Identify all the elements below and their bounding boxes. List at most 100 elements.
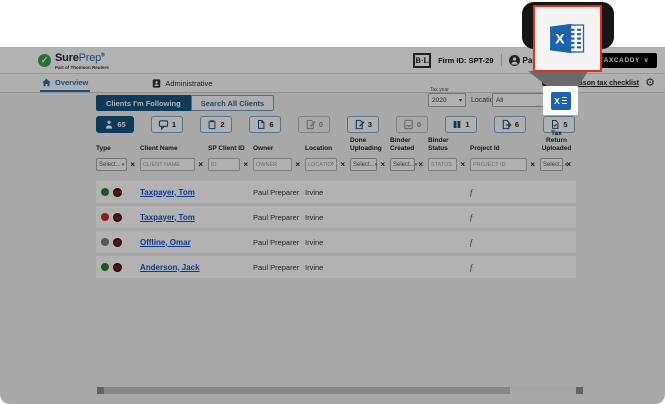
main-content: Clients I'm Following Search All Clients… [0,87,665,404]
scroll-left-arrow[interactable] [97,387,104,394]
table-header-row: Type Client Name SP Client ID Owner Loca… [96,130,576,153]
sureprep-check-icon: ✓ [38,53,51,67]
column-header: Binder Status [428,137,449,153]
document-edit-icon [306,119,316,130]
table-row[interactable]: Anderson, Jack Paul Preparer Irvine f [96,256,576,278]
status-dot [101,188,109,196]
client-name-filter-input[interactable] [140,158,196,171]
client-name-link[interactable]: Offline, Omar [140,237,191,247]
location-filter-input[interactable] [305,158,338,171]
binder-created-filter-select[interactable]: Select... [390,158,416,171]
tax-return-filter-select[interactable]: Select... [540,158,565,171]
horizontal-scrollbar[interactable] [97,387,583,394]
clients-person-icon [106,120,113,129]
owner-cell: Paul Preparer [253,237,300,247]
column-header: Tax Return Uploaded [541,129,572,153]
client-type-icon [113,212,122,222]
client-type-icon [113,237,122,247]
client-type-icon [113,187,122,197]
binder-icon [454,121,461,128]
client-table-body: Taxpayer, Tom Paul Preparer Irvine f Tax… [96,181,576,281]
project-id-cell: f [470,262,473,272]
brand-name: SurePrep® [55,52,105,65]
document-edit-icon [355,119,365,130]
document-check-icon [552,120,559,129]
settings-gear-icon[interactable]: ⚙ [645,76,655,89]
column-header: Done Uploading [350,137,382,153]
tab-search-all-clients[interactable]: Search All Clients [190,95,275,111]
owner-cell: Paul Preparer [253,212,300,222]
tax-year-label: Tax year [430,87,449,93]
column-header: Binder Created [390,137,415,153]
project-id-cell: f [470,212,473,222]
filter-binder-button[interactable]: 1 [445,116,477,133]
table-row[interactable]: Offline, Omar Paul Preparer Irvine f [96,231,576,253]
filter-clients-button[interactable]: 65 [96,116,134,133]
user-avatar-icon [508,54,520,66]
project-id-cell: f [470,237,473,247]
column-header: Client Name [140,145,178,153]
column-header: SP Client ID [208,145,245,153]
address-book-icon [153,78,161,88]
tab-administrative[interactable]: Administrative [150,74,214,92]
owner-cell: Paul Preparer [253,262,300,272]
document-sign-icon [404,119,413,130]
done-uploading-filter-select[interactable]: Select... [350,158,378,171]
comment-icon [158,120,169,130]
location-cell: Irvine [305,262,324,272]
clipboard-icon [208,120,216,130]
firm-id-label: Firm ID: SPT-29 [438,55,494,65]
project-id-cell: f [470,187,473,197]
client-name-link[interactable]: Taxpayer, Tom [140,212,195,222]
sureprep-logo: ✓ SurePrep® Part of Thomson Reuters [38,49,109,71]
tab-clients-following[interactable]: Clients I'm Following [96,95,191,111]
document-icon [258,120,265,129]
tab-overview[interactable]: Overview [40,74,91,92]
status-dot [101,263,109,271]
excel-sheet-lines [561,96,567,105]
svg-text:X: X [555,30,565,46]
document-export-icon [502,119,512,130]
client-type-icon [113,262,122,272]
status-dot [101,213,109,221]
type-filter-select[interactable]: Select... [96,158,128,171]
client-name-link[interactable]: Anderson, Jack [140,262,200,272]
status-dot [101,238,109,246]
tab-bar: Overview Administrative ? Pre-season tax… [0,74,665,93]
owner-cell: Paul Preparer [253,187,300,197]
export-excel-spotlight: X [543,86,578,115]
table-row[interactable]: Taxpayer, Tom Paul Preparer Irvine f [96,181,576,203]
preseason-checklist-link[interactable]: Pre-season tax checklist [557,79,640,87]
client-list-toggle: Clients I'm Following Search All Clients [96,95,275,111]
column-header: Owner [253,145,274,153]
filter-documents-button[interactable]: 6 [249,116,281,133]
location-cell: Irvine [305,237,324,247]
filter-doc-check-button[interactable]: 5 [543,116,575,133]
location-cell: Irvine [305,212,324,222]
table-row[interactable]: Taxpayer, Tom Paul Preparer Irvine f [96,206,576,228]
owner-filter-input[interactable] [253,158,293,171]
excel-icon: X [549,23,584,54]
client-name-link[interactable]: Taxpayer, Tom [140,187,195,197]
filter-doc-sign-button[interactable]: 0 [396,116,428,133]
filter-organizer-button[interactable]: 2 [200,116,232,133]
divider [500,54,502,66]
taxcaddy-button[interactable]: TAXCADDY [591,52,657,68]
filter-comments-button[interactable]: 1 [151,116,183,133]
filter-doc-edit-button[interactable]: 3 [347,116,379,133]
project-id-filter-input[interactable] [470,158,528,171]
brand-tagline: Part of Thomson Reuters [55,65,109,71]
binder-status-filter-input[interactable] [428,158,458,171]
export-excel-button[interactable]: X [550,91,571,110]
tax-year-select[interactable]: 2020 [428,93,466,107]
scroll-right-arrow[interactable] [576,387,583,394]
callout-highlight-box: X [533,5,602,72]
sp-client-id-filter-input[interactable] [208,158,241,171]
bl-firm-logo: B·L [413,52,432,68]
column-header: Location [305,145,333,153]
status-count-buttons: 65 1 2 6 0 3 0 [96,116,575,133]
filter-doc-edit-zero-button[interactable]: 0 [298,116,330,133]
location-cell: Irvine [305,187,324,197]
scrollbar-thumb[interactable] [104,387,510,394]
filter-doc-export-button[interactable]: 6 [494,116,526,133]
